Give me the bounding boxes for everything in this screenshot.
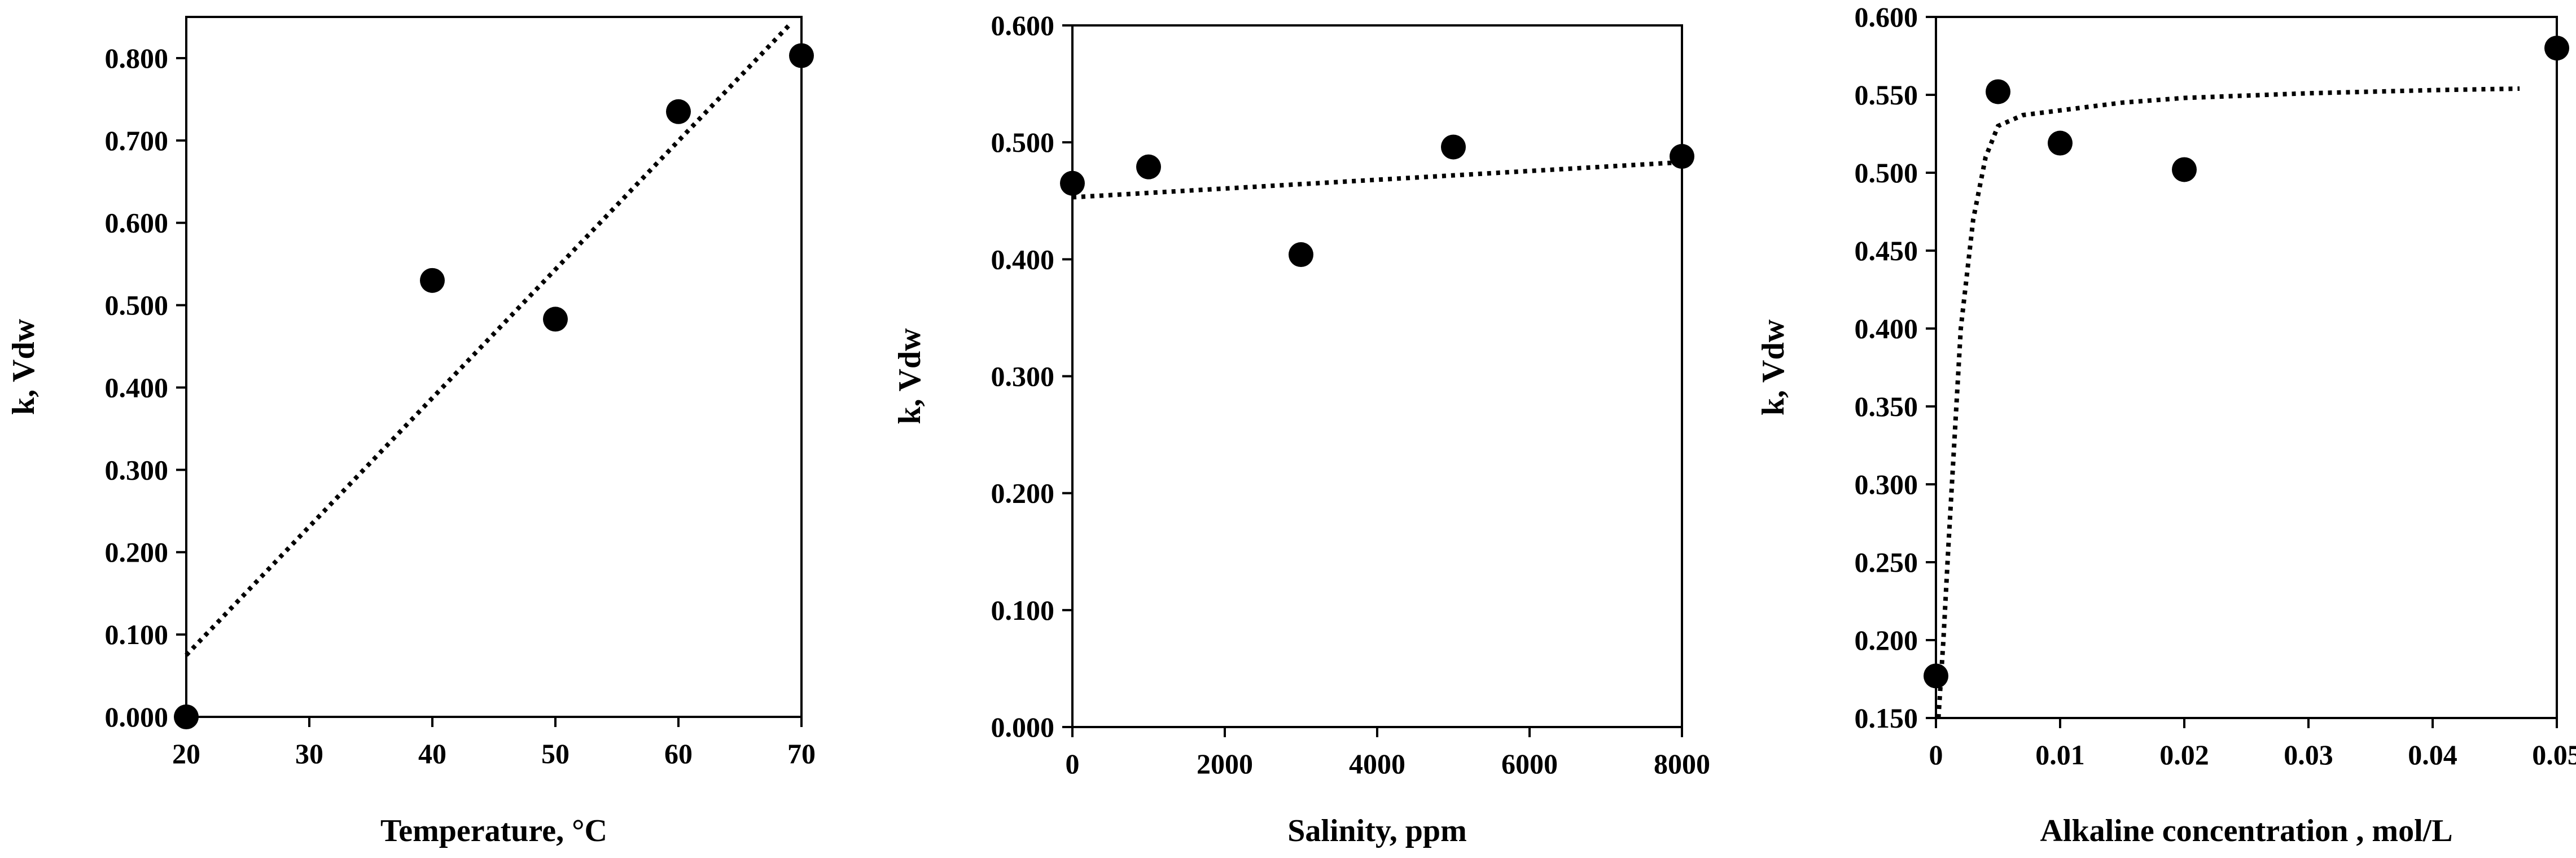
x-tick-label: 40 bbox=[418, 738, 446, 769]
x-tick-label: 6000 bbox=[1501, 748, 1558, 780]
y-tick-label: 0.200 bbox=[991, 478, 1055, 509]
y-tick-label: 0.600 bbox=[1855, 1, 1918, 33]
y-tick-label: 0.800 bbox=[105, 42, 169, 74]
x-tick-label: 20 bbox=[172, 738, 200, 769]
chart-temperature: 20 30 40 50 60 70 0.000 0.100 0.200 0.300 0.400 0.5… bbox=[6, 16, 816, 848]
x-tick-label: 0 bbox=[1929, 739, 1943, 771]
y-tick-label: 0.500 bbox=[105, 290, 169, 321]
x-axis-title: Alkaline concentration , mol/L bbox=[2040, 813, 2452, 848]
y-tick-label: 0.450 bbox=[1855, 235, 1918, 266]
data-point bbox=[1289, 242, 1313, 268]
y-tick-label: 0.200 bbox=[1855, 624, 1918, 656]
x-tick-label: 0.05 bbox=[2532, 739, 2576, 771]
data-point bbox=[1670, 144, 1694, 169]
y-tick-label: 0.550 bbox=[1855, 79, 1918, 111]
x-tick-label: 0.02 bbox=[2159, 739, 2209, 771]
chart-alkaline: 0 0.01 0.02 0.03 0.04 0.05 0.150 0.200 0.250 0.30… bbox=[1756, 1, 2576, 848]
y-tick-label: 0.700 bbox=[105, 125, 169, 156]
data-point bbox=[543, 307, 568, 332]
y-tick-label: 0.200 bbox=[105, 536, 169, 568]
x-axis-title: Salinity, ppm bbox=[1287, 813, 1466, 848]
x-tick-label: 2000 bbox=[1197, 748, 1253, 780]
x-tick-label: 30 bbox=[295, 738, 323, 769]
x-tick-label: 70 bbox=[787, 738, 816, 769]
x-tick-label: 50 bbox=[541, 738, 569, 769]
x-axis-title: Temperature, °C bbox=[380, 813, 607, 848]
data-point bbox=[1924, 663, 1948, 689]
x-tick-label: 4000 bbox=[1349, 748, 1405, 780]
data-point bbox=[1136, 154, 1161, 180]
plot-frame bbox=[185, 16, 803, 718]
y-tick-label: 0.500 bbox=[991, 126, 1055, 158]
y-tick-label: 0.250 bbox=[1855, 546, 1918, 578]
data-point bbox=[1060, 170, 1085, 196]
trend-line bbox=[1072, 160, 1683, 200]
y-tick-label: 0.350 bbox=[1855, 391, 1918, 422]
y-tick-label: 0.300 bbox=[991, 361, 1055, 392]
y-axis-title: k, Vdw bbox=[1756, 319, 1791, 415]
x-tick-label: 8000 bbox=[1654, 748, 1710, 780]
y-tick-label: 0.300 bbox=[105, 454, 169, 485]
y-tick-label: 0.150 bbox=[1855, 702, 1918, 734]
data-point bbox=[789, 43, 814, 68]
y-tick-label: 0.300 bbox=[1855, 469, 1918, 500]
y-tick-label: 0.600 bbox=[105, 207, 169, 239]
x-tick-label: 60 bbox=[664, 738, 693, 769]
y-tick-label: 0.400 bbox=[991, 243, 1055, 275]
data-point bbox=[2172, 157, 2197, 182]
y-axis-title: k, Vdw bbox=[6, 318, 41, 415]
data-point bbox=[666, 99, 691, 124]
data-point bbox=[420, 268, 445, 293]
y-tick-label: 0.500 bbox=[1855, 157, 1918, 189]
data-point bbox=[1441, 134, 1466, 160]
x-tick-label: 0.03 bbox=[2284, 739, 2333, 771]
x-tick-label: 0.01 bbox=[2035, 739, 2085, 771]
data-point bbox=[1986, 79, 2010, 104]
x-tick-label: 0 bbox=[1066, 748, 1080, 780]
y-tick-label: 0.000 bbox=[991, 711, 1055, 743]
x-tick-label: 0.04 bbox=[2408, 739, 2457, 771]
plot-frame bbox=[1935, 16, 2558, 719]
data-point bbox=[2544, 36, 2569, 61]
chart-salinity: 0 2000 4000 6000 8000 0.000 0.100 0.200 0.300 0.4… bbox=[892, 10, 1710, 848]
trend-line bbox=[185, 23, 791, 657]
y-axis-title: k, Vdw bbox=[892, 328, 927, 424]
data-point bbox=[174, 704, 199, 729]
y-tick-label: 0.400 bbox=[1855, 313, 1918, 344]
y-tick-label: 0.100 bbox=[105, 619, 169, 650]
y-tick-label: 0.100 bbox=[991, 594, 1055, 626]
y-tick-label: 0.600 bbox=[991, 10, 1055, 41]
data-point bbox=[2048, 130, 2073, 156]
trend-line bbox=[1936, 86, 2520, 719]
y-tick-label: 0.400 bbox=[105, 371, 169, 403]
y-tick-label: 0.000 bbox=[105, 701, 169, 733]
